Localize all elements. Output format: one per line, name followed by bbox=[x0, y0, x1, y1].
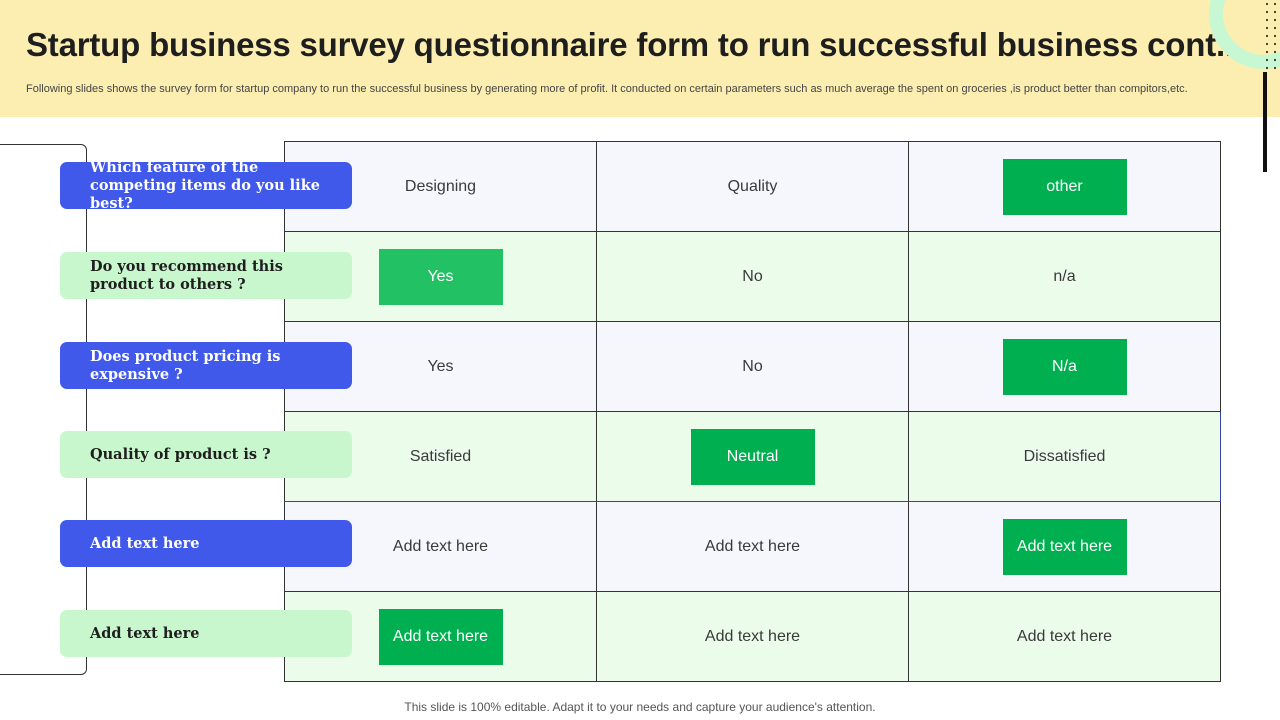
answer-cell[interactable]: Quality bbox=[596, 141, 909, 232]
answer-cell[interactable]: No bbox=[596, 321, 909, 412]
question-label: Does product pricing is expensive ? bbox=[60, 342, 352, 389]
table-row: Satisfied Neutral Dissatisfied bbox=[284, 411, 1221, 502]
question-label: Do you recommend this product to others … bbox=[60, 252, 352, 299]
table-row: Yes No n/a bbox=[284, 231, 1221, 322]
answer-cell[interactable]: n/a bbox=[908, 231, 1221, 322]
answer-cell[interactable]: Dissatisfied bbox=[908, 411, 1221, 502]
answer-cell[interactable]: Neutral bbox=[596, 411, 909, 502]
answer-cell[interactable]: No bbox=[596, 231, 909, 322]
selected-answer-chip[interactable]: Neutral bbox=[690, 428, 815, 485]
survey-answer-grid: Designing Quality other Yes No n/a Yes N… bbox=[284, 141, 1221, 682]
answer-cell[interactable]: Add text here bbox=[596, 501, 909, 592]
page-title: Startup business survey questionnaire fo… bbox=[26, 26, 1234, 63]
answer-cell[interactable]: Add text here bbox=[596, 591, 909, 682]
question-bracket bbox=[0, 144, 87, 675]
answer-cell[interactable]: N/a bbox=[908, 321, 1221, 412]
table-row: Designing Quality other bbox=[284, 141, 1221, 232]
decorative-dots bbox=[1265, 2, 1277, 70]
answer-cell[interactable]: Add text here bbox=[908, 591, 1221, 682]
selected-answer-chip[interactable]: N/a bbox=[1002, 338, 1127, 395]
page-subtitle: Following slides shows the survey form f… bbox=[26, 83, 1188, 95]
selected-answer-chip[interactable]: other bbox=[1002, 158, 1127, 215]
table-row: Yes No N/a bbox=[284, 321, 1221, 412]
table-row: Add text here Add text here Add text her… bbox=[284, 591, 1221, 682]
decorative-bar bbox=[1263, 72, 1267, 172]
answer-cell[interactable]: Satisfied bbox=[284, 411, 597, 502]
question-label: Add text here bbox=[60, 610, 352, 657]
table-row: Add text here Add text here Add text her… bbox=[284, 501, 1221, 592]
selected-answer-chip[interactable]: Add text here bbox=[378, 608, 503, 665]
answer-cell[interactable]: Add text here bbox=[908, 501, 1221, 592]
selected-answer-chip[interactable]: Yes bbox=[378, 248, 503, 305]
header-band: Startup business survey questionnaire fo… bbox=[0, 0, 1280, 117]
decorative-ring bbox=[1209, 0, 1280, 69]
answer-cell[interactable]: other bbox=[908, 141, 1221, 232]
selected-answer-chip[interactable]: Add text here bbox=[1002, 518, 1127, 575]
question-label: Which feature of the competing items do … bbox=[60, 159, 352, 212]
footer-note: This slide is 100% editable. Adapt it to… bbox=[404, 700, 876, 714]
question-label: Add text here bbox=[60, 520, 352, 567]
question-label: Quality of product is ? bbox=[60, 431, 352, 478]
